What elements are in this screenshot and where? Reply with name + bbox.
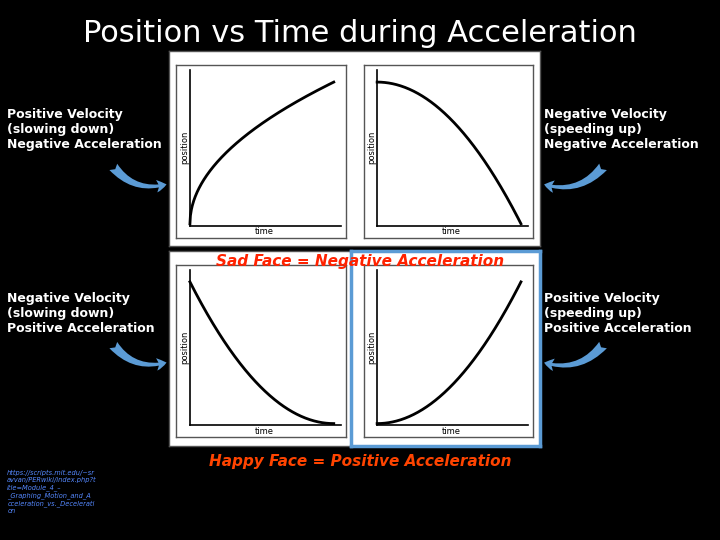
Text: time: time <box>442 427 461 436</box>
Text: time: time <box>255 227 274 236</box>
Text: time: time <box>255 427 274 436</box>
Text: position: position <box>367 131 376 165</box>
Text: position: position <box>180 131 189 165</box>
Text: Negative Velocity
(slowing down)
Positive Acceleration: Negative Velocity (slowing down) Positiv… <box>7 292 155 335</box>
Text: Negative Velocity
(speeding up)
Negative Acceleration: Negative Velocity (speeding up) Negative… <box>544 108 698 151</box>
Text: https://scripts.mit.edu/~sr
avvan/PERwiki/index.php?t
itle=Module_4_–
_Graphing_: https://scripts.mit.edu/~sr avvan/PERwik… <box>7 470 96 514</box>
Text: Position vs Time during Acceleration: Position vs Time during Acceleration <box>83 19 637 48</box>
Text: Sad Face = Negative Acceleration: Sad Face = Negative Acceleration <box>216 254 504 269</box>
Text: Happy Face = Positive Acceleration: Happy Face = Positive Acceleration <box>209 454 511 469</box>
Text: Positive Velocity
(speeding up)
Positive Acceleration: Positive Velocity (speeding up) Positive… <box>544 292 691 335</box>
Text: time: time <box>442 227 461 236</box>
Text: position: position <box>367 331 376 364</box>
Text: Positive Velocity
(slowing down)
Negative Acceleration: Positive Velocity (slowing down) Negativ… <box>7 108 162 151</box>
Text: position: position <box>180 331 189 364</box>
